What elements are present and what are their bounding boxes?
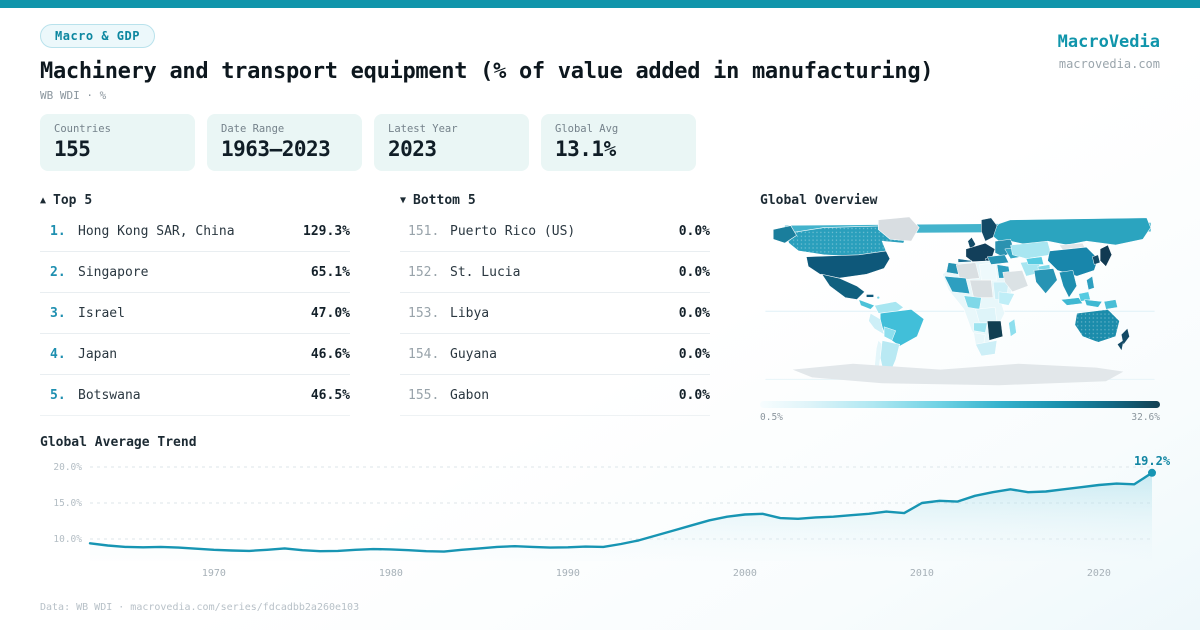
stat-label: Date Range [221,123,285,135]
scale-min-label: 0.5% [760,412,783,423]
trend-line-chart: 20.0% 15.0% 10.0% 1970 1980 1990 2000 2010 2020 1… [53,454,1171,579]
content-columns: ▲ Top 5 1. Hong Kong SAR, China 129.3% 2.… [40,193,1160,423]
top5-panel: ▲ Top 5 1. Hong Kong SAR, China 129.3% 2.… [40,193,350,423]
country-value: 65.1% [310,264,350,280]
country-name: Hong Kong SAR, China [78,223,235,239]
top5-heading: ▲ Top 5 [40,193,350,208]
trend-heading: Global Average Trend [40,435,197,450]
rank-label: 5. [50,387,66,403]
country-name: St. Lucia [450,264,521,280]
scale-max-label: 32.6% [1131,412,1160,423]
color-scale [760,401,1160,408]
stat-cards-row: Countries 155 Date Range 1963—2023 Lates… [40,114,1160,171]
table-row: 4. Japan 46.6% [40,334,350,375]
brand-logo[interactable]: MacroVedia [1057,32,1160,52]
svg-text:10.0%: 10.0% [53,534,82,545]
svg-text:15.0%: 15.0% [53,498,82,509]
svg-text:1990: 1990 [556,568,580,579]
category-badge[interactable]: Macro & GDP [40,24,155,48]
trend-section: Global Average Trend 20.0% 15.0% 10.0% 1970… [40,435,1171,584]
stat-label: Countries [54,123,111,135]
rank-label: 154. [408,346,440,362]
country-value: 0.0% [678,387,710,403]
country-value: 129.3% [303,223,350,239]
triangle-down-icon: ▼ [400,195,407,206]
stat-value: 13.1% [555,137,616,161]
brand-domain: macrovedia.com [1058,57,1160,71]
svg-text:1980: 1980 [379,568,403,579]
svg-text:2000: 2000 [733,568,757,579]
stat-value: 155 [54,137,91,161]
footer-attribution: Data: WB WDI · macrovedia.com/series/fdc… [40,602,360,613]
country-name: Botswana [78,387,141,403]
source-subtitle: WB WDI · % [40,89,107,102]
table-row: 152. St. Lucia 0.0% [400,252,710,293]
map-heading: Global Overview [760,193,878,208]
table-row: 2. Singapore 65.1% [40,252,350,293]
rank-label: 151. [408,223,440,239]
rank-label: 4. [50,346,66,362]
header: Macro & GDP Machinery and transport equi… [40,24,1160,102]
rank-label: 2. [50,264,66,280]
color-scale-labels: 0.5% 32.6% [760,412,1160,423]
stat-card-latest-year: Latest Year 2023 [374,114,529,171]
map-canvas [760,212,1160,396]
country-name: Libya [450,305,490,321]
country-name: Puerto Rico (US) [450,223,576,239]
rank-label: 1. [50,223,66,239]
country-name: Japan [78,346,118,362]
country-value: 0.0% [678,346,710,362]
country-name: Guyana [450,346,497,362]
stat-label: Latest Year [388,123,458,135]
country-name: Gabon [450,387,490,403]
table-row: 153. Libya 0.0% [400,293,710,334]
triangle-up-icon: ▲ [40,195,47,206]
table-row: 1. Hong Kong SAR, China 129.3% [40,211,350,252]
dashboard-card: Macro & GDP Machinery and transport equi… [0,8,1200,630]
svg-text:2020: 2020 [1087,568,1111,579]
stat-card-global-avg: Global Avg 13.1% [541,114,696,171]
table-row: 155. Gabon 0.0% [400,375,710,416]
map-panel: Global Overview [760,193,1160,423]
top5-title: Top 5 [53,193,93,208]
country-value: 0.0% [678,305,710,321]
header-right: MacroVedia macrovedia.com [1058,24,1160,71]
stat-card-countries: Countries 155 [40,114,195,171]
country-value: 0.0% [678,264,710,280]
stat-label: Global Avg [555,123,619,135]
svg-text:20.0%: 20.0% [53,462,82,473]
page-title: Machinery and transport equipment (% of … [40,59,934,84]
table-row: 5. Botswana 46.5% [40,375,350,416]
rank-label: 153. [408,305,440,321]
stat-value: 2023 [388,137,437,161]
svg-text:1970: 1970 [202,568,226,579]
table-row: 151. Puerto Rico (US) 0.0% [400,211,710,252]
stat-value: 1963—2023 [221,137,331,161]
bottom5-title: Bottom 5 [413,193,476,208]
country-value: 47.0% [310,305,350,321]
trend-end-label: 19.2% [1134,454,1171,468]
table-row: 3. Israel 47.0% [40,293,350,334]
rank-label: 155. [408,387,440,403]
top-accent-bar [0,0,1200,8]
rank-label: 152. [408,264,440,280]
world-map-choropleth [765,216,1155,386]
stat-card-date-range: Date Range 1963—2023 [207,114,362,171]
bottom5-panel: ▼ Bottom 5 151. Puerto Rico (US) 0.0% 152… [400,193,710,423]
rank-label: 3. [50,305,66,321]
country-value: 0.0% [678,223,710,239]
header-left: Macro & GDP Machinery and transport equi… [40,24,934,102]
trend-end-dot [1148,468,1156,477]
country-value: 46.5% [310,387,350,403]
table-row: 154. Guyana 0.0% [400,334,710,375]
bottom5-heading: ▼ Bottom 5 [400,193,710,208]
country-value: 46.6% [310,346,350,362]
svg-text:2010: 2010 [910,568,934,579]
country-name: Singapore [78,264,149,280]
country-name: Israel [78,305,125,321]
